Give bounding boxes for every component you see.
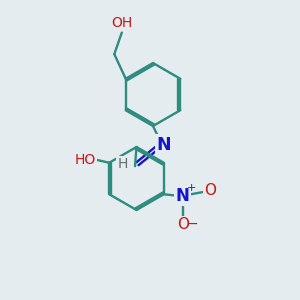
Text: H: H bbox=[117, 157, 128, 171]
Text: N: N bbox=[156, 136, 171, 154]
Text: O: O bbox=[177, 217, 189, 232]
Text: N: N bbox=[176, 187, 189, 205]
Text: O: O bbox=[205, 183, 217, 198]
Text: OH: OH bbox=[111, 16, 132, 30]
Text: HO: HO bbox=[75, 153, 96, 167]
Text: +: + bbox=[187, 183, 196, 193]
Text: −: − bbox=[186, 217, 198, 231]
